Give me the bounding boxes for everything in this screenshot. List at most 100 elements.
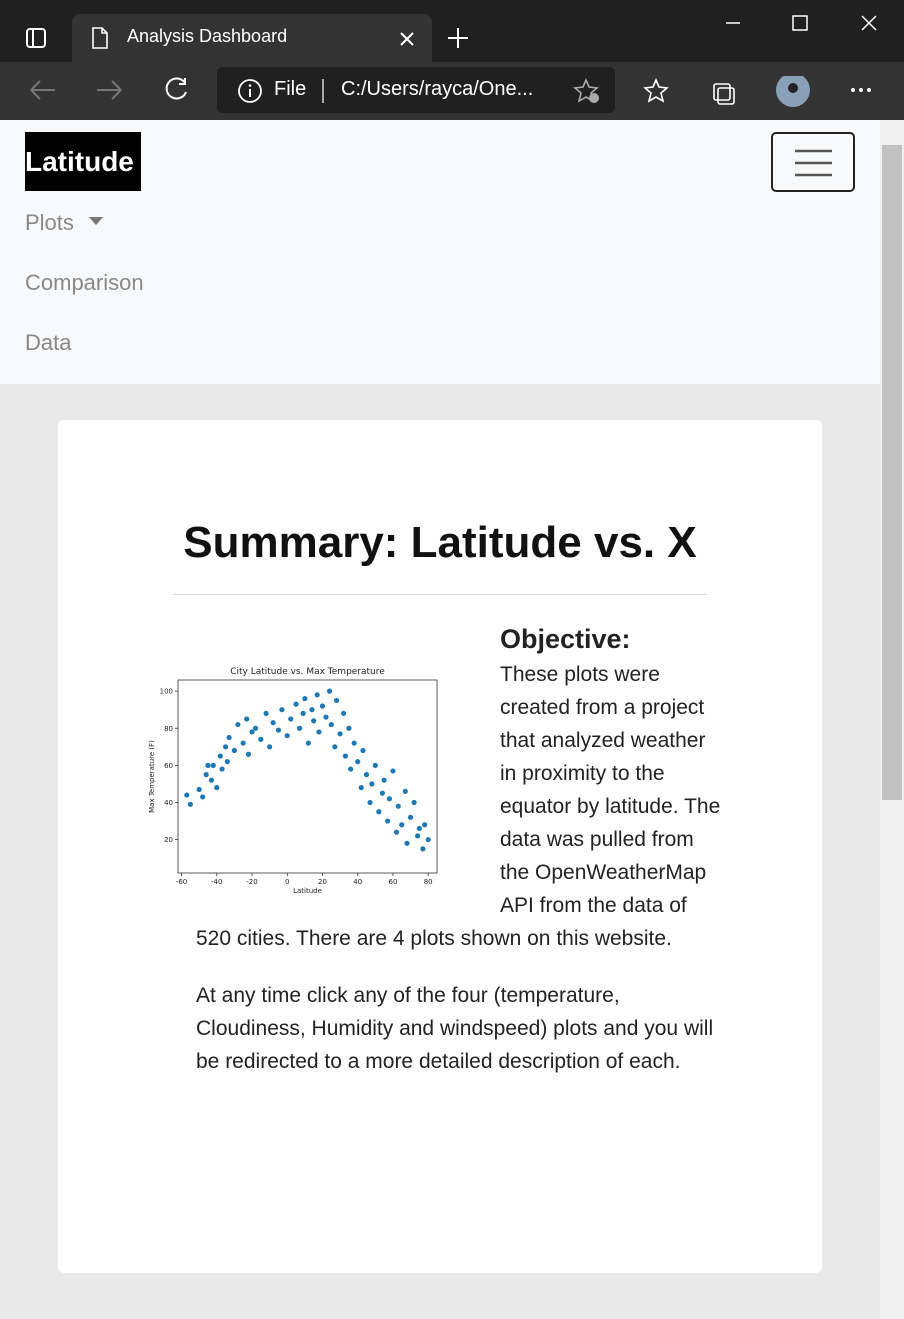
scatter-plot[interactable]: City Latitude vs. Max Temperature -60 -40 -… xyxy=(145,662,445,897)
y-tick-label: 20 xyxy=(164,836,173,844)
y-tick-label: 40 xyxy=(164,799,173,807)
scatter-point xyxy=(372,762,378,768)
page-icon xyxy=(92,27,108,49)
y-tick-label: 60 xyxy=(164,762,173,770)
scatter-point xyxy=(333,697,340,704)
scatter-point xyxy=(402,788,408,794)
scatter-point xyxy=(415,833,421,839)
x-tick-label: -40 xyxy=(211,878,222,886)
x-tick-label: 20 xyxy=(318,878,327,886)
scatter-point xyxy=(187,801,193,807)
scatter-point xyxy=(355,759,361,765)
scatter-point xyxy=(351,740,357,746)
scatter-point xyxy=(328,721,334,728)
scatter-point xyxy=(348,766,354,772)
plot-frame xyxy=(177,679,438,874)
scatter-point xyxy=(219,766,225,772)
nav-link[interactable]: Data xyxy=(25,330,72,355)
separator xyxy=(322,79,324,103)
scatter-point xyxy=(222,744,229,750)
scatter-point xyxy=(385,818,391,824)
scatter-point xyxy=(249,729,255,735)
y-tick-label: 80 xyxy=(164,725,173,733)
close-tab[interactable] xyxy=(398,30,416,48)
scatter-point xyxy=(411,799,417,806)
nav-link[interactable]: Comparison xyxy=(25,270,144,295)
scatter-point xyxy=(360,747,366,754)
scatter-point xyxy=(210,762,216,768)
objective-heading: Objective: xyxy=(500,624,631,654)
scatter-point xyxy=(416,825,422,832)
scatter-point xyxy=(300,710,306,717)
scatter-point xyxy=(302,695,308,702)
x-tick-label: 80 xyxy=(424,878,433,886)
address-bar[interactable] xyxy=(217,67,615,113)
y-axis-label: Max Temperature (F) xyxy=(148,740,156,813)
scatter-point xyxy=(379,790,385,796)
tab-actions-icon[interactable] xyxy=(24,26,48,50)
nav-buttons[interactable] xyxy=(25,74,195,106)
scatter-point xyxy=(252,725,259,731)
toggler-icon xyxy=(795,149,832,177)
scatter-point xyxy=(305,740,311,746)
chart-title: City Latitude vs. Max Temperature xyxy=(230,667,385,677)
more-menu[interactable] xyxy=(848,80,878,100)
scatter-point xyxy=(293,701,299,707)
scatter-point xyxy=(420,846,426,852)
x-tick-label: -20 xyxy=(246,878,257,886)
scatter-point xyxy=(342,753,348,759)
scatter-point xyxy=(326,688,333,694)
scatter-point xyxy=(258,736,264,742)
scatter-point xyxy=(270,720,276,726)
scatter-point xyxy=(311,718,317,724)
content-card xyxy=(58,420,822,1273)
scatter-point xyxy=(279,707,285,713)
scatter-point xyxy=(200,794,206,800)
scatter-point xyxy=(267,744,273,750)
scatter-point xyxy=(226,734,232,741)
scatter-point xyxy=(425,836,431,843)
scatter-point xyxy=(235,721,241,728)
scatter-point xyxy=(245,751,252,757)
active-tab[interactable] xyxy=(72,14,432,62)
scatter-point xyxy=(404,840,410,846)
scatter-point xyxy=(346,725,352,731)
scatter-point xyxy=(367,799,373,806)
scatter-point xyxy=(214,785,220,791)
scatter-point xyxy=(422,822,428,828)
divider xyxy=(172,594,708,595)
scatter-point xyxy=(240,740,246,746)
scatter-point xyxy=(376,809,382,815)
window-controls[interactable] xyxy=(720,10,890,40)
x-tick-label: -60 xyxy=(176,878,187,886)
scatter-point xyxy=(314,692,320,698)
navbar-brand[interactable]: Latitude xyxy=(25,132,141,191)
nav-link[interactable]: Plots xyxy=(25,210,74,235)
toolbar-icons[interactable] xyxy=(572,76,812,108)
scatter-point xyxy=(288,716,294,722)
paragraph: These plots were created from a project … xyxy=(196,663,721,950)
scatter-point xyxy=(358,785,364,791)
scatter-point xyxy=(196,786,202,793)
info-icon[interactable] xyxy=(237,78,263,104)
scatter-point xyxy=(341,710,347,717)
page-title: Summary: Latitude vs. X xyxy=(183,518,697,567)
scatter-point xyxy=(224,759,230,765)
scatter-point xyxy=(316,729,322,735)
scatter-point xyxy=(386,796,393,802)
scatter-point xyxy=(203,772,209,778)
scrollbar-thumb[interactable] xyxy=(882,145,902,800)
new-tab[interactable] xyxy=(446,26,470,50)
scatter-point xyxy=(363,772,370,778)
address-scheme: File xyxy=(274,78,307,100)
scatter-point xyxy=(393,829,400,835)
scatter-point xyxy=(369,781,375,787)
tab-title: Analysis Dashboard xyxy=(127,26,288,46)
scatter-point xyxy=(263,710,269,717)
navbar-toggler[interactable] xyxy=(771,132,855,192)
scatter-point xyxy=(381,777,387,783)
scatter-point xyxy=(407,814,414,820)
scatter-point xyxy=(309,707,315,713)
